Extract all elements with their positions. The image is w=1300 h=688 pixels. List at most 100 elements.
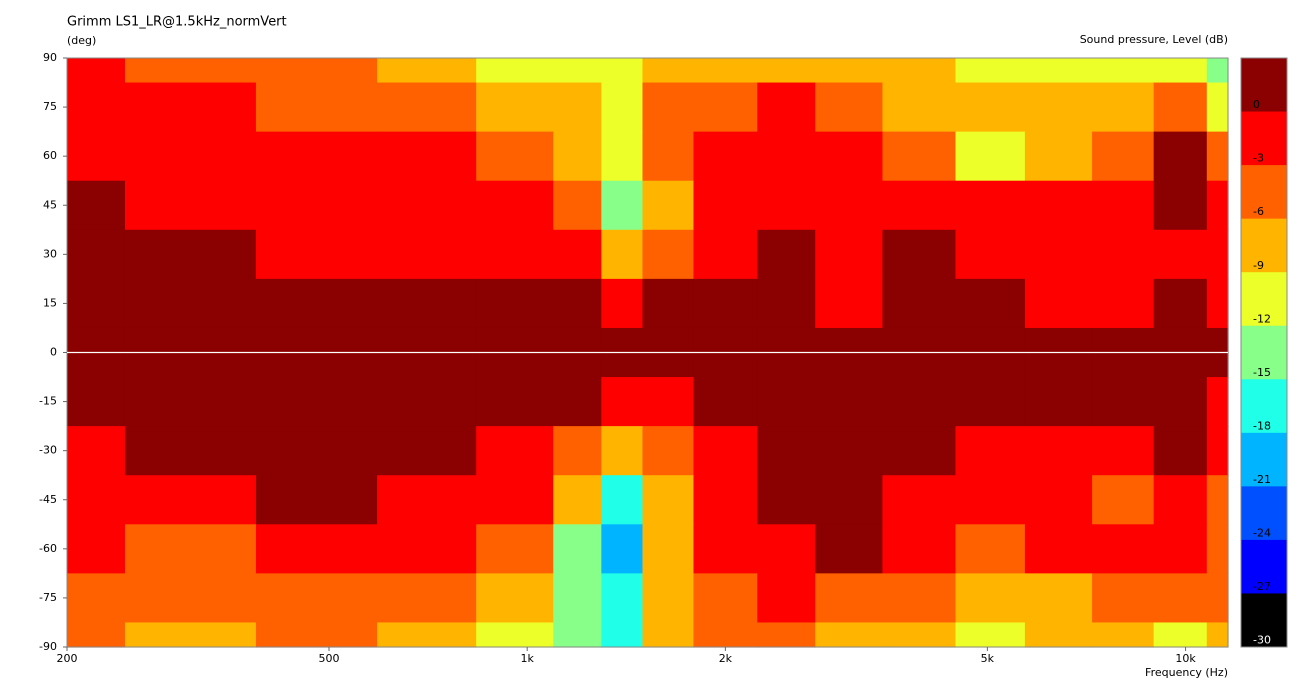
colorbar-tick-label: 0 [1253,98,1260,111]
contour-cell [476,229,554,280]
contour-cell [815,58,884,84]
contour-cell [815,278,884,329]
contour-cell [553,426,602,476]
contour-cell [1092,426,1155,476]
contour-cell [955,82,1026,133]
contour-cell [67,278,126,329]
contour-cell [955,475,1026,525]
contour-cell [67,131,126,182]
contour-cell [377,524,477,574]
contour-cell [1024,573,1093,624]
colorbar-band [1241,539,1287,594]
contour-cell [255,278,378,329]
contour-cell [553,622,602,648]
y-tick-label: -90 [39,640,57,653]
contour-cell [1153,524,1208,574]
y-tick-label: -45 [39,493,57,506]
contour-cell [1092,475,1155,525]
contour-cell [693,573,758,624]
contour-cell [67,426,126,476]
contour-cell [1206,426,1229,476]
contour-cell [815,622,884,648]
contour-cell [1024,58,1093,84]
contour-cell [693,131,758,182]
contour-cell [882,131,957,182]
colorbar-band [1241,379,1287,434]
contour-cell [815,426,884,476]
contour-cell [1206,180,1229,231]
contour-cell [1024,278,1093,329]
contour-cell [124,377,257,427]
contour-cell [693,622,758,648]
x-tick-label: 500 [318,652,339,665]
x-tick-label: 200 [57,652,78,665]
contour-cell [476,426,554,476]
contour-cell [757,475,816,525]
colorbar-band [1241,432,1287,487]
contour-cell [476,180,554,231]
contour-cell [1024,426,1093,476]
contour-cell [642,426,695,476]
y-tick-label: 75 [43,100,57,113]
colorbar-band [1241,58,1287,113]
contour-cell [553,278,602,329]
contour-cell [553,131,602,182]
x-tick-label: 1k [520,652,534,665]
y-tick-label: -60 [39,542,57,555]
contour-cell [377,573,477,624]
y-tick-label: 90 [43,51,57,64]
x-tick-label: 10k [1175,652,1196,665]
contour-cell [1153,475,1208,525]
colorbar-band [1241,218,1287,273]
colorbar-band [1241,325,1287,380]
y-tick-label: 0 [50,346,57,359]
contour-cell [693,82,758,133]
colorbar-tick-label: -18 [1253,419,1271,432]
x-axis-label: Frequency (Hz) [1145,666,1228,679]
contour-cell [1092,82,1155,133]
contour-cell [1092,131,1155,182]
contour-cell [67,573,126,624]
colorbar-tick-label: -21 [1253,473,1271,486]
contour-cell [124,131,257,182]
contour-cell [601,180,644,231]
contour-cell [642,58,695,84]
contour-cell [67,475,126,525]
contour-cell [955,180,1026,231]
contour-cell [1153,58,1208,84]
contour-cell [255,58,378,84]
colorbar-band [1241,486,1287,541]
contour-cell [476,622,554,648]
contour-cell [757,180,816,231]
contour-cell [1092,622,1155,648]
contour-cell [757,58,816,84]
contour-cell [124,622,257,648]
contour-cell [642,229,695,280]
contour-cell [255,229,378,280]
contour-cell [642,82,695,133]
contour-cell [476,524,554,574]
colorbar-band [1241,272,1287,327]
contour-cell [67,377,126,427]
contour-cell [553,180,602,231]
contour-cell [1092,377,1155,427]
contour-cell [642,377,695,427]
contour-cell [815,131,884,182]
y-tick-label: -15 [39,395,57,408]
contour-cell [377,180,477,231]
contour-cell [1153,131,1208,182]
contour-cell [553,58,602,84]
contour-cell [757,377,816,427]
contour-cell [1206,131,1229,182]
contour-cell [1024,82,1093,133]
contour-cell [377,622,477,648]
contour-cell [1153,377,1208,427]
contour-cell [255,82,378,133]
contour-cell [1206,573,1229,624]
contour-cell [955,426,1026,476]
y-tick-label: -30 [39,444,57,457]
contour-cell [757,622,816,648]
contour-cell [476,377,554,427]
contour-cell [67,82,126,133]
contour-cell [1024,622,1093,648]
